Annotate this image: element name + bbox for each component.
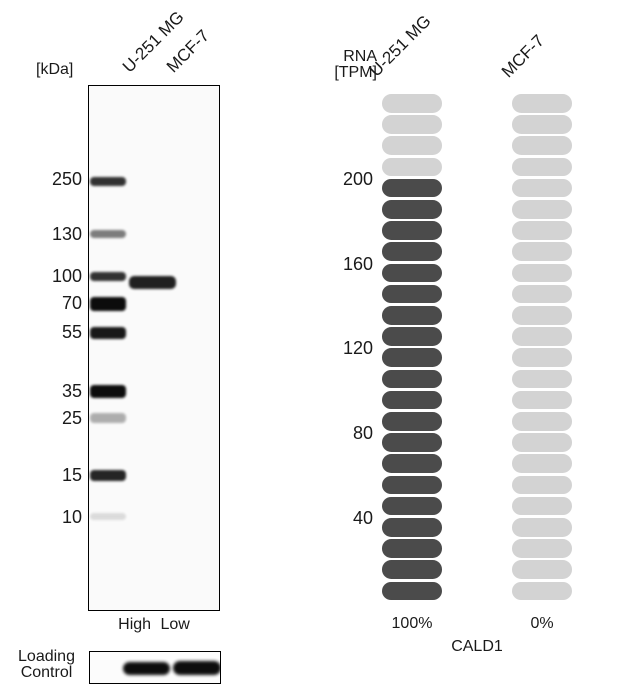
rna-pill-empty bbox=[512, 348, 572, 367]
rna-pill-filled bbox=[382, 560, 442, 579]
rna-pill-empty bbox=[512, 263, 572, 283]
rna-pill-filled bbox=[382, 306, 442, 325]
expression-level-annotation: High Low bbox=[118, 616, 190, 633]
rna-pill-empty bbox=[382, 94, 442, 113]
mw-ladder-band bbox=[90, 230, 126, 238]
mw-ladder-band bbox=[90, 177, 126, 186]
mw-marker-label: 15 bbox=[61, 465, 82, 485]
rna-pill-filled bbox=[382, 200, 442, 219]
mw-ladder-band bbox=[90, 327, 126, 339]
rna-pill-filled bbox=[382, 475, 442, 495]
rna-pill-filled bbox=[382, 263, 442, 283]
rna-pill-filled bbox=[382, 433, 442, 452]
rna-pill-filled bbox=[382, 496, 442, 516]
mw-marker-label: 250 bbox=[51, 169, 82, 189]
kda-unit-label: [kDa] bbox=[36, 61, 74, 78]
mw-ladder-band bbox=[90, 385, 126, 398]
rna-column-label-mcf7: MCF-7 bbox=[497, 31, 549, 82]
rna-pill-empty bbox=[512, 178, 572, 198]
rna-tpm-axis-title-line2: [TPM] bbox=[334, 64, 377, 81]
rna-pill-empty bbox=[512, 242, 572, 261]
rna-pill-empty bbox=[382, 157, 442, 177]
rna-pill-filled bbox=[382, 242, 442, 261]
rna-scale-tick-label: 200 bbox=[342, 168, 373, 189]
rna-pill-filled bbox=[382, 539, 442, 558]
rna-pill-empty bbox=[512, 369, 572, 389]
mw-ladder-band bbox=[90, 513, 126, 520]
rna-tpm-axis-title-line1: RNA bbox=[343, 48, 377, 65]
rna-pill-empty bbox=[512, 327, 572, 346]
rna-pill-empty bbox=[512, 581, 572, 601]
mw-ladder-band bbox=[90, 470, 126, 481]
rna-pill-empty bbox=[382, 115, 442, 134]
rna-pill-filled bbox=[382, 284, 442, 304]
rna-pill-empty bbox=[512, 560, 572, 579]
rna-pill-empty bbox=[512, 496, 572, 516]
rna-pill-empty bbox=[512, 157, 572, 177]
rna-pill-empty bbox=[512, 539, 572, 558]
mw-marker-label: 35 bbox=[61, 381, 82, 401]
loading-control-band bbox=[173, 661, 220, 675]
rna-pill-empty bbox=[512, 306, 572, 325]
mw-marker-label: 25 bbox=[61, 408, 82, 428]
mw-marker-label: 70 bbox=[61, 293, 82, 313]
loading-control-image bbox=[89, 651, 221, 684]
mw-marker-label: 100 bbox=[51, 266, 82, 286]
rna-scale-tick-label: 40 bbox=[352, 508, 373, 528]
rna-percent-mcf7: 0% bbox=[530, 615, 554, 632]
rna-pill-filled bbox=[382, 221, 442, 240]
rna-pill-empty bbox=[512, 433, 572, 452]
rna-pill-empty bbox=[512, 94, 572, 113]
loading-control-label-line2: Control bbox=[20, 664, 73, 681]
rna-pill-empty bbox=[512, 412, 572, 431]
rna-pill-filled bbox=[382, 178, 442, 198]
loading-control-label-line1: Loading bbox=[18, 648, 75, 665]
rna-pill-filled bbox=[382, 327, 442, 346]
mw-marker-label: 10 bbox=[61, 507, 82, 527]
rna-pill-empty bbox=[512, 115, 572, 134]
rna-scale-tick-label: 80 bbox=[352, 423, 373, 444]
rna-pill-empty bbox=[512, 454, 572, 473]
rna-pill-filled bbox=[382, 369, 442, 389]
rna-pill-empty bbox=[512, 136, 572, 155]
mw-ladder-band bbox=[90, 272, 126, 281]
rna-pill-empty bbox=[512, 475, 572, 495]
rna-pill-filled bbox=[382, 518, 442, 537]
rna-scale-tick-label: 120 bbox=[342, 338, 373, 359]
rna-pill-filled bbox=[382, 454, 442, 473]
gene-name-label: CALD1 bbox=[451, 638, 503, 655]
rna-pill-filled bbox=[382, 348, 442, 367]
rna-column-label-u251mg: U-251 MG bbox=[365, 11, 435, 81]
rna-pill-empty bbox=[512, 518, 572, 537]
rna-scale-tick-label: 160 bbox=[342, 253, 373, 274]
mw-ladder-band bbox=[90, 413, 126, 423]
rna-pill-empty bbox=[512, 284, 572, 304]
loading-control-band bbox=[123, 662, 170, 675]
mw-marker-label: 55 bbox=[61, 322, 82, 342]
mw-ladder-band bbox=[90, 297, 126, 311]
rna-pill-filled bbox=[382, 581, 442, 601]
rna-tpm-axis-title: RNA [TPM] bbox=[334, 49, 377, 81]
western-blot-image bbox=[88, 85, 220, 611]
rna-pill-filled bbox=[382, 412, 442, 431]
mw-marker-label: 130 bbox=[51, 224, 82, 244]
rna-percent-u251mg: 100% bbox=[391, 615, 433, 632]
rna-pill-empty bbox=[512, 390, 572, 410]
rna-pill-filled bbox=[382, 390, 442, 410]
rna-pill-empty bbox=[512, 221, 572, 240]
protein-band-u251mg bbox=[129, 276, 176, 289]
loading-control-label: Loading Control bbox=[12, 649, 81, 681]
rna-pill-empty bbox=[512, 200, 572, 219]
rna-pill-empty bbox=[382, 136, 442, 155]
